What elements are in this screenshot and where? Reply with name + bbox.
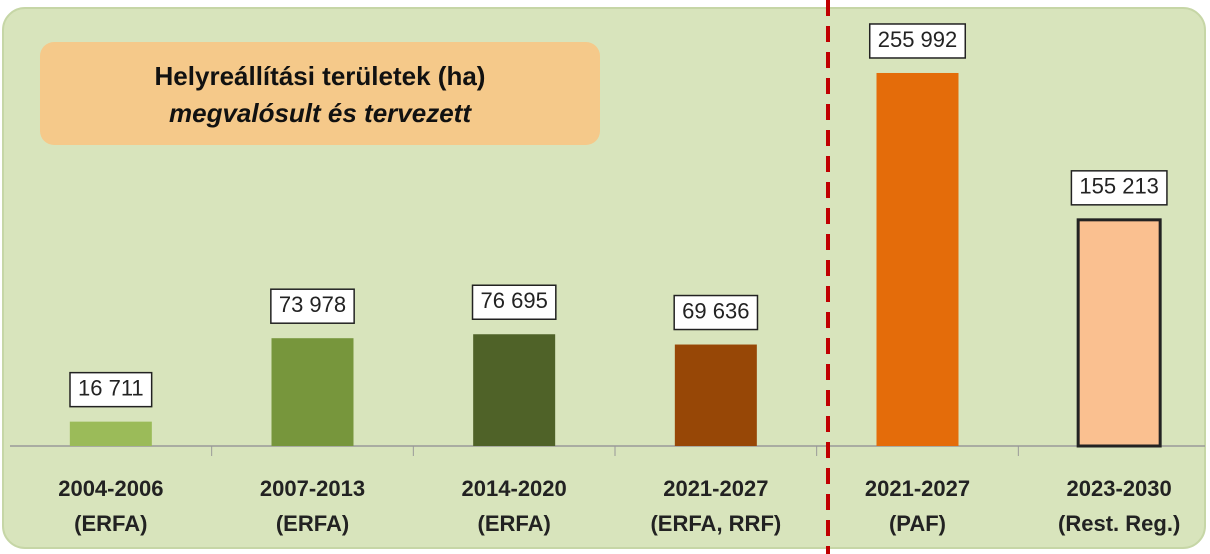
value-label-box [69, 371, 153, 408]
x-tick-label: 2023-2030 [1067, 476, 1172, 501]
value-label-box [1070, 170, 1168, 206]
x-tick-label: (Rest. Reg.) [1058, 511, 1180, 536]
bar [876, 72, 959, 446]
x-tick-label: (ERFA) [478, 511, 551, 536]
bar [473, 334, 556, 446]
value-label: 73 978 [279, 292, 346, 317]
x-tick-label: 2021-2027 [663, 476, 768, 501]
x-tick-label: (ERFA, RRF) [650, 511, 781, 536]
value-label: 76 695 [481, 288, 548, 313]
bar [1076, 218, 1162, 448]
x-tick-label: (ERFA) [74, 511, 147, 536]
x-tick-label: 2021-2027 [865, 476, 970, 501]
bar [674, 344, 757, 446]
value-label-box [868, 23, 967, 59]
value-label-box [270, 288, 355, 324]
bar [271, 338, 354, 446]
x-tick-label: 2004-2006 [58, 476, 163, 501]
x-tick-label: (PAF) [889, 511, 946, 536]
x-tick-label: (ERFA) [276, 511, 349, 536]
x-tick-label: 2014-2020 [462, 476, 567, 501]
x-tick-label: 2007-2013 [260, 476, 365, 501]
title-box [40, 42, 600, 145]
value-label-box [471, 284, 557, 320]
chart-subtitle: megvalósult és tervezett [169, 98, 472, 128]
value-label-box [673, 294, 759, 331]
value-label: 69 636 [682, 298, 749, 323]
chart-title: Helyreállítási területek (ha) [155, 61, 486, 91]
bar [69, 421, 152, 446]
value-label: 255 992 [878, 27, 958, 52]
value-label: 16 711 [78, 375, 144, 400]
value-label: 155 213 [1079, 174, 1159, 199]
